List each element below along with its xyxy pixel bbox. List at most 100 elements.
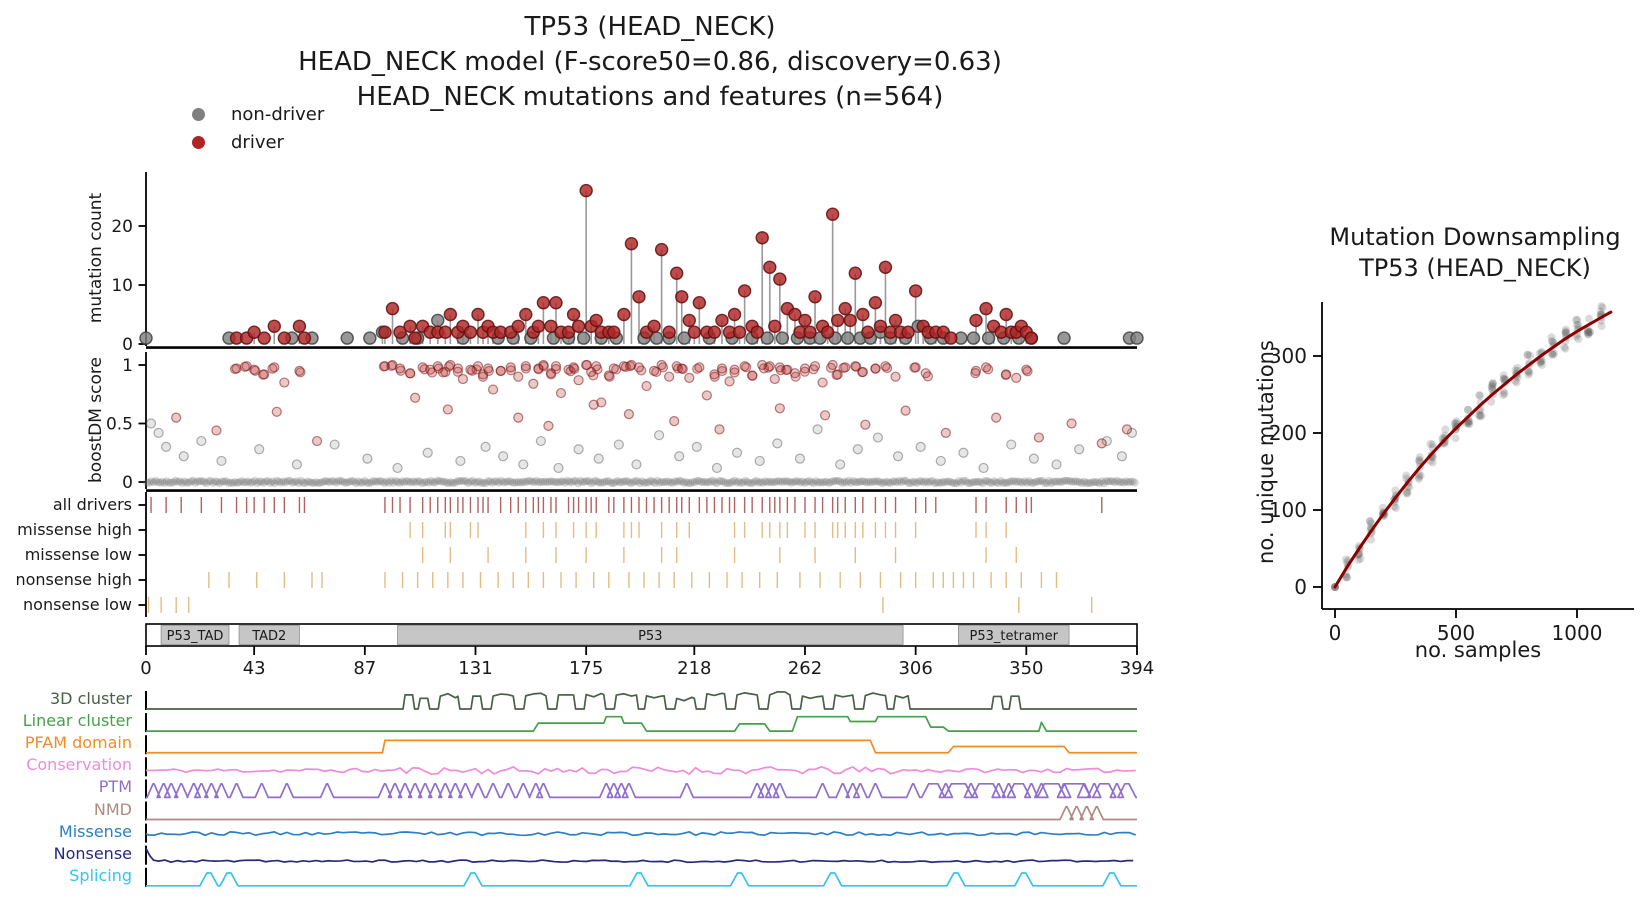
zero-score-dot (620, 477, 629, 486)
non-driver-score-dot (196, 435, 207, 447)
downsampling-sample-dot (1475, 410, 1484, 419)
driver-score-dot (729, 367, 740, 378)
zero-score-dot (789, 477, 798, 486)
zero-score-dot (308, 478, 316, 487)
tick-label: 100 (1269, 498, 1307, 522)
tick-label: 1 (122, 356, 133, 376)
non-driver-score-dot (254, 444, 265, 455)
zero-score-dot (171, 476, 180, 485)
zero-score-dot (701, 478, 710, 487)
zero-score-dot (591, 476, 600, 485)
driver-mutation-dot (624, 236, 639, 251)
zero-score-dot (220, 477, 228, 486)
track-label-conservation: Conservation (26, 755, 132, 774)
downsampling-sample-dot (1584, 328, 1593, 337)
zero-score-dot (765, 477, 774, 486)
driver-mutation-dot (755, 231, 769, 245)
zero-score-dot (198, 477, 206, 486)
zero-score-dot (924, 478, 932, 487)
driver-mutation-dot (378, 325, 392, 339)
tick-label: TAD2 (251, 629, 286, 644)
zero-score-dot (464, 479, 473, 488)
zero-score-dot (717, 477, 726, 486)
driver-score-dot (550, 361, 562, 372)
row-label-nonsense-low: nonsense low (23, 595, 132, 614)
zero-score-dot (627, 479, 635, 488)
zero-score-dot (222, 477, 231, 486)
zero-score-dot (444, 479, 453, 488)
protein-domain-bar: P53_TAD TAD2 P53 P53_tetramer 0 43 87 131 175 218… (140, 623, 1154, 679)
downsampling-sample-dot (1583, 328, 1592, 337)
driver-score-dot (457, 373, 469, 385)
zero-score-dot (532, 476, 541, 485)
driver-score-dot (604, 371, 615, 382)
driver-mutation-dot (732, 325, 747, 339)
zero-score-dot (886, 478, 895, 487)
zero-score-dot (1115, 478, 1124, 487)
zero-score-dot (1064, 476, 1073, 485)
legend-item-non-driver: non-driver (192, 100, 324, 128)
downsampling-sample-dot (1572, 320, 1581, 329)
driver-score-dot (882, 362, 893, 374)
driver-score-dot (991, 412, 1002, 423)
tick-label: 0 (1294, 575, 1307, 599)
driver-mutation-dot (566, 307, 581, 322)
zero-score-dot (838, 478, 847, 487)
zero-score-dot (277, 478, 286, 487)
zero-score-dot (968, 478, 976, 487)
downsampling-sample-dot (1562, 328, 1571, 337)
zero-score-dot (1001, 478, 1009, 487)
zero-score-dot (145, 478, 154, 487)
driver-mutation-dot (607, 325, 621, 339)
driver-mutation-dot (617, 307, 631, 322)
zero-score-dot (1020, 477, 1029, 486)
non-driver-score-dot (691, 441, 702, 452)
zero-score-dot (275, 477, 283, 486)
downsampling-sample-dot (1414, 472, 1423, 481)
zero-score-dot (655, 478, 664, 487)
track-label-pfam-domain: PFAM domain (24, 733, 132, 752)
driver-mutation-dot (536, 296, 551, 310)
zero-score-dot (156, 478, 165, 487)
downsampling-y-axis-label: no. unique mutations (1254, 340, 1278, 564)
zero-score-dot (794, 477, 803, 486)
downsampling-sample-dot (1597, 302, 1606, 311)
downsampling-sample-dot (1548, 337, 1557, 346)
tick-label: 262 (788, 658, 822, 679)
zero-score-dot (864, 477, 873, 486)
zero-score-dot (558, 477, 567, 486)
zero-score-dot (429, 478, 437, 487)
zero-score-dot (281, 478, 290, 487)
zero-score-dot (435, 477, 444, 486)
driver-score-dot (684, 372, 695, 383)
driver-mutation-dot (830, 313, 845, 328)
zero-score-dot (829, 477, 838, 486)
zero-score-dot (1084, 478, 1093, 487)
feature-track-line (145, 831, 1137, 837)
zero-score-dot (862, 478, 871, 487)
zero-score-dot (785, 477, 794, 486)
driver-score-dot (623, 409, 635, 420)
zero-score-dot (657, 477, 666, 486)
zero-score-dot (908, 477, 917, 486)
downsampling-sample-dot (1499, 371, 1508, 380)
zero-score-dot (209, 478, 217, 487)
zero-score-dot (330, 477, 338, 486)
zero-score-dot (473, 478, 481, 487)
zero-score-dot (792, 477, 800, 486)
zero-score-dot (479, 478, 488, 487)
zero-score-dot (391, 476, 400, 485)
zero-score-dot (954, 477, 963, 486)
zero-score-dot (664, 477, 673, 486)
tick-label: 350 (1009, 658, 1043, 679)
driver-score-dot (870, 363, 881, 374)
non-driver-mutation-dot (966, 331, 981, 345)
driver-score-dot (569, 363, 580, 375)
driver-mutation-dot (403, 319, 417, 333)
zero-score-dot (811, 477, 820, 486)
downsampling-sample-dot (1525, 351, 1534, 360)
zero-score-dot (1027, 478, 1036, 487)
driver-mutation-dot (727, 307, 742, 322)
non-driver-mutation-dot (340, 331, 354, 345)
tick-label: 300 (1269, 344, 1307, 368)
